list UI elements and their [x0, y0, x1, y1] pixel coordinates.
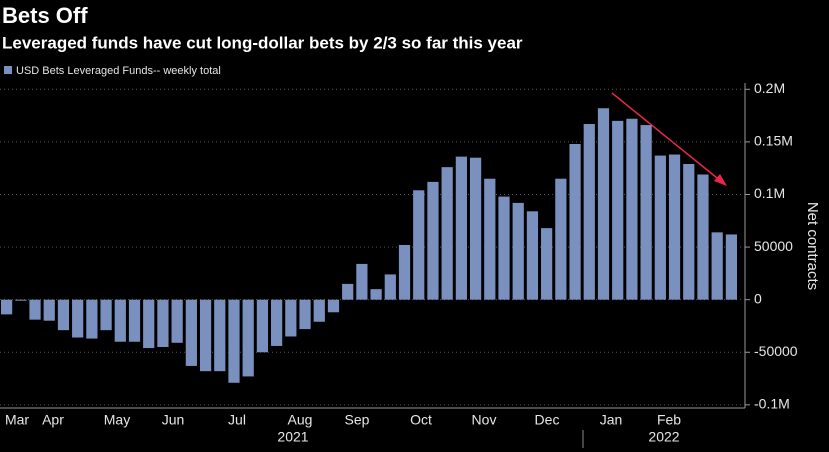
- bar: [342, 283, 354, 300]
- bar: [441, 167, 453, 300]
- x-tick-label: Jul: [228, 412, 246, 428]
- bar: [370, 289, 382, 300]
- bar: [228, 299, 240, 383]
- bar: [526, 211, 539, 300]
- bar: [256, 299, 269, 353]
- bar: [654, 155, 666, 300]
- bar: [356, 263, 368, 300]
- bar: [612, 120, 624, 300]
- bar: [29, 299, 41, 320]
- bar: [683, 163, 695, 300]
- bar: [711, 232, 723, 300]
- bar: [1, 299, 13, 315]
- bar: [413, 190, 425, 300]
- x-tick-label: Jun: [162, 412, 185, 428]
- x-tick-label: Jan: [600, 412, 623, 428]
- bar: [384, 274, 396, 300]
- bar: [725, 234, 737, 300]
- bar: [15, 299, 27, 301]
- bar: [583, 124, 595, 300]
- bar: [398, 244, 411, 300]
- chart-title: Bets Off: [2, 3, 88, 28]
- bar: [86, 299, 98, 339]
- bar: [299, 299, 311, 330]
- x-tick-label: Mar: [5, 412, 29, 428]
- legend-label: USD Bets Leveraged Funds-- weekly total: [16, 65, 221, 77]
- bar: [72, 299, 84, 338]
- bar: [285, 299, 297, 337]
- bar: [271, 299, 283, 346]
- bar: [484, 178, 496, 300]
- x-tick-label: Apr: [42, 412, 64, 428]
- y-tick-label: 0.1M: [754, 185, 785, 201]
- bar: [668, 154, 681, 300]
- bar: [541, 228, 553, 300]
- bar: [199, 299, 212, 372]
- bar: [512, 202, 524, 300]
- bar: [455, 156, 467, 300]
- bar: [498, 196, 510, 300]
- x-tick-label: Feb: [657, 412, 681, 428]
- y-tick-label: 0: [754, 290, 762, 306]
- bar: [57, 299, 70, 331]
- bar: [469, 157, 482, 300]
- bar: [143, 299, 155, 349]
- bar: [697, 174, 709, 300]
- arrow-head: [714, 174, 727, 186]
- bar: [640, 125, 652, 300]
- chart-subtitle: Leveraged funds have cut long-dollar bet…: [2, 33, 523, 52]
- bar: [427, 181, 439, 300]
- bar: [214, 299, 226, 372]
- bar: [242, 299, 254, 377]
- y-tick-label: 0.15M: [754, 133, 793, 149]
- bar: [313, 299, 325, 322]
- bar: [597, 108, 610, 300]
- y-tick-label: -0.1M: [754, 396, 790, 412]
- y-tick-label: 0.2M: [754, 80, 785, 96]
- y-tick-label: 50000: [754, 238, 793, 254]
- bar: [569, 144, 581, 300]
- legend-swatch: [4, 66, 12, 74]
- bar: [157, 299, 169, 347]
- bar: [555, 178, 567, 300]
- y-axis-title: Net contracts: [804, 202, 821, 290]
- bar: [171, 299, 183, 343]
- bar: [114, 299, 126, 342]
- x-tick-label: Sep: [345, 412, 370, 428]
- bar: [100, 299, 112, 331]
- bar: [128, 299, 141, 342]
- y-tick-label: -50000: [754, 343, 798, 359]
- bar: [327, 299, 340, 313]
- x-tick-label: May: [104, 412, 130, 428]
- x-tick-label: Dec: [535, 412, 560, 428]
- trend-arrow: [611, 92, 723, 183]
- x-tick-label: Oct: [410, 412, 432, 428]
- bar: [185, 299, 197, 366]
- year-label: 2022: [648, 429, 679, 445]
- year-label: 2021: [277, 429, 308, 445]
- x-tick-label: Nov: [472, 412, 497, 428]
- x-tick-label: Aug: [288, 412, 313, 428]
- bar: [626, 118, 638, 300]
- bar: [43, 299, 55, 321]
